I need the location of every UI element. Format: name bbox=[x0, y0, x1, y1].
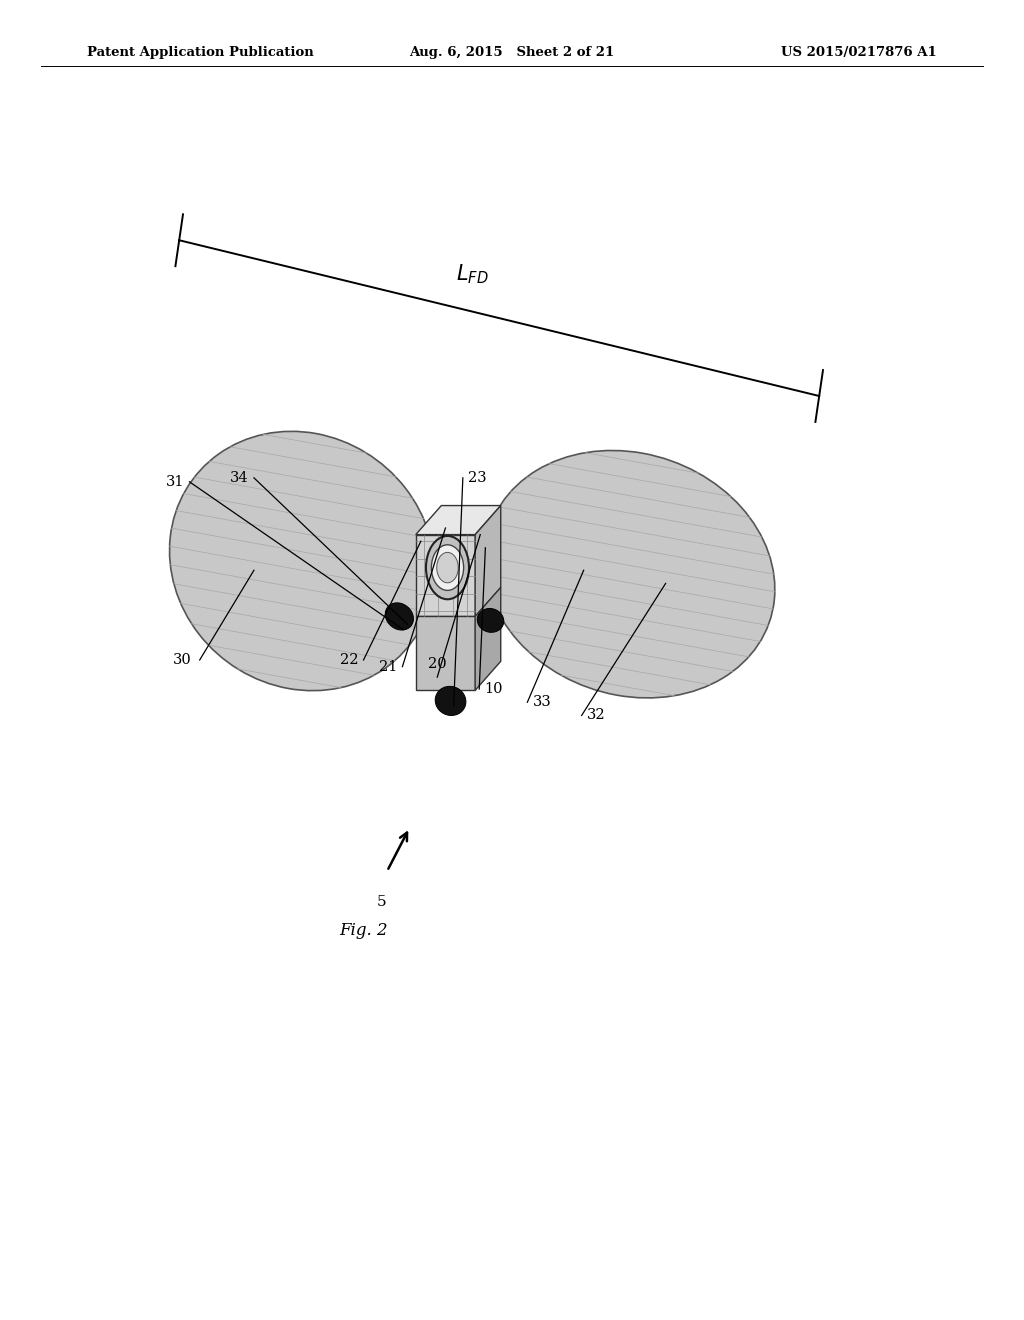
Text: 10: 10 bbox=[484, 682, 503, 696]
Polygon shape bbox=[475, 506, 501, 616]
Text: Patent Application Publication: Patent Application Publication bbox=[87, 46, 313, 59]
Text: 5: 5 bbox=[377, 895, 387, 909]
Text: Fig. 2: Fig. 2 bbox=[339, 923, 388, 939]
Ellipse shape bbox=[435, 686, 466, 715]
Text: Aug. 6, 2015   Sheet 2 of 21: Aug. 6, 2015 Sheet 2 of 21 bbox=[410, 46, 614, 59]
Ellipse shape bbox=[436, 552, 459, 583]
Text: 23: 23 bbox=[468, 471, 486, 484]
Text: 34: 34 bbox=[230, 471, 249, 484]
Ellipse shape bbox=[170, 432, 434, 690]
Polygon shape bbox=[475, 587, 501, 690]
Ellipse shape bbox=[484, 450, 775, 698]
Text: $L_{FD}$: $L_{FD}$ bbox=[456, 263, 488, 286]
Polygon shape bbox=[416, 506, 501, 535]
Text: 22: 22 bbox=[340, 653, 358, 667]
Text: 33: 33 bbox=[532, 696, 551, 709]
Ellipse shape bbox=[426, 536, 469, 599]
Ellipse shape bbox=[431, 545, 464, 590]
Polygon shape bbox=[416, 535, 475, 616]
Text: US 2015/0217876 A1: US 2015/0217876 A1 bbox=[781, 46, 937, 59]
Text: 20: 20 bbox=[428, 657, 446, 671]
Ellipse shape bbox=[477, 609, 504, 632]
Ellipse shape bbox=[385, 603, 414, 630]
Text: 32: 32 bbox=[587, 709, 605, 722]
Text: 30: 30 bbox=[173, 653, 191, 667]
Text: 21: 21 bbox=[379, 660, 397, 673]
Text: 31: 31 bbox=[166, 475, 184, 488]
Polygon shape bbox=[416, 616, 475, 690]
